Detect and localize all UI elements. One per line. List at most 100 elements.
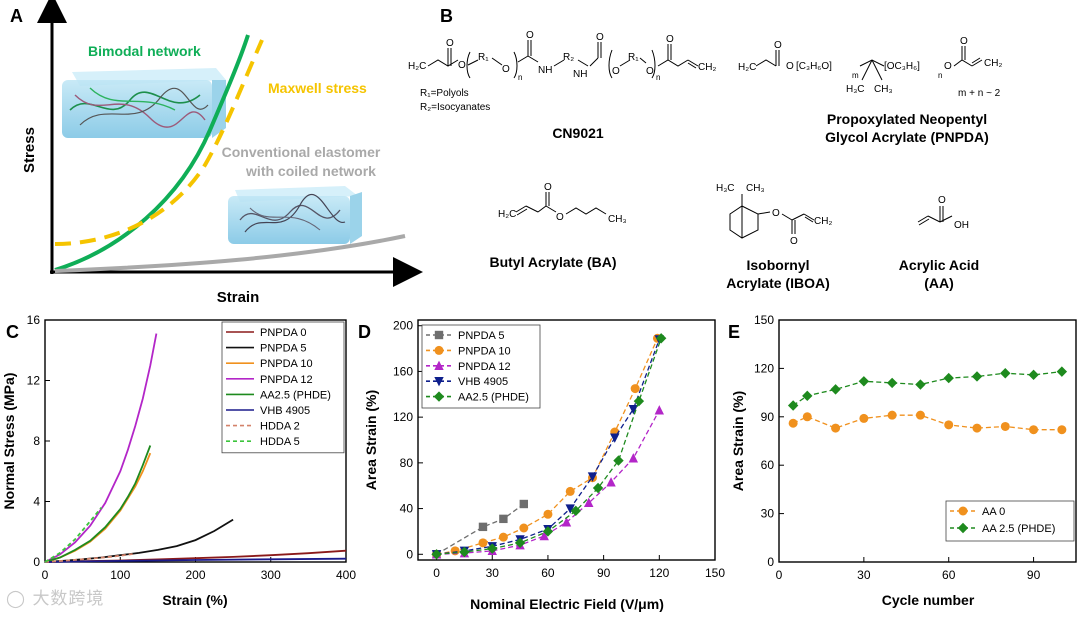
watermark-text: 大数跨境: [32, 589, 105, 609]
svg-text:H₂C: H₂C: [738, 62, 756, 73]
panel-c-letter: C: [6, 322, 19, 342]
chart-e-legend-label: AA 0: [982, 506, 1005, 518]
chart-d-point: [561, 517, 572, 527]
chart-d-xtick-label: 150: [705, 566, 725, 580]
cn9021-structure: H₂C O O R₁ O n O NH R₂ NH O O: [408, 30, 716, 82]
chart-d-point: [499, 514, 508, 524]
chart-c-legend-label: HDDA 5: [260, 436, 300, 448]
chart-d-legend-marker: [434, 360, 444, 370]
svg-text:O: O: [772, 208, 780, 219]
chart-d-ytick-label: 120: [393, 410, 413, 424]
chart-e-ytick-label: 90: [761, 410, 775, 424]
chart-c-marks: 0 100 200 300 400 0 4 8 12 16 PNPDA 0 PNPDA 5 PNPDA …: [27, 313, 357, 582]
chart-d-ytick-label: 0: [406, 547, 413, 561]
svg-text:OH: OH: [954, 220, 969, 231]
chart-c-legend-label: PNPDA 12: [260, 374, 313, 386]
svg-text:O: O: [544, 182, 552, 193]
chart-d-point: [592, 482, 604, 494]
conventional-curve: [54, 234, 406, 273]
svg-text:O: O: [786, 61, 794, 72]
chart-d-point: [587, 472, 598, 482]
pnpda-name-line2: Glycol Acrylate (PNPDA): [825, 129, 989, 145]
chart-d-point: [431, 549, 442, 560]
chart-e-point: [915, 410, 925, 420]
aa-structure: O OH: [917, 195, 969, 231]
svg-text:[C₃H₆O]: [C₃H₆O]: [796, 61, 832, 72]
coiled-network-illustration: [228, 186, 362, 244]
conventional-label-line1: Conventional elastomer: [222, 144, 381, 160]
pnpda-note: m + n ~ 2: [958, 88, 1001, 99]
chart-e-ytick-label: 150: [754, 313, 774, 327]
svg-text:H₂C: H₂C: [498, 209, 516, 220]
svg-text:O: O: [502, 64, 510, 75]
svg-text:R₁: R₁: [628, 52, 639, 63]
panel-d: D 0 30 60 90 120 150 0 40 80 120 160 200 PNPDA 5 PNPD…: [358, 319, 725, 612]
svg-text:O: O: [596, 32, 604, 43]
chart-c-ylabel: Normal Stress (MPa): [1, 373, 17, 510]
chart-c-legend-label: AA2.5 (PHDE): [260, 389, 331, 401]
chart-d-ytick-label: 160: [393, 364, 413, 378]
chart-e-point: [915, 379, 926, 390]
svg-text:n: n: [656, 73, 660, 82]
panel-c: C 0 100 200 300 400 0 4 8 12 16 PNPDA 0 PNPDA 5 PNPD…: [1, 313, 356, 608]
chart-d-point: [565, 504, 575, 514]
svg-text:H₃C: H₃C: [716, 183, 735, 194]
chart-e-point: [972, 423, 982, 433]
chart-d-point: [459, 546, 470, 558]
chart-d-point: [628, 404, 639, 415]
pnpda-name-line1: Propoxylated Neopentyl: [827, 111, 987, 127]
chart-d-point: [519, 499, 529, 509]
chart-e-point: [886, 377, 898, 389]
svg-text:n: n: [938, 71, 942, 80]
panel-e-frame: [778, 319, 1077, 563]
chart-e-point: [859, 413, 869, 423]
chart-e-xlabel: Cycle number: [882, 592, 975, 608]
chart-d-point: [514, 537, 526, 549]
svg-text:O: O: [556, 212, 564, 223]
chart-d-legend-label: PNPDA 5: [458, 330, 504, 342]
chart-d-point: [654, 405, 665, 415]
svg-text:H₃C: H₃C: [846, 84, 865, 95]
chart-d-xlabel: Nominal Electric Field (V/μm): [470, 596, 664, 612]
chart-d-point: [487, 543, 498, 554]
chart-c-legend-label: PNPDA 0: [260, 327, 306, 339]
chart-d-point: [633, 395, 645, 407]
chart-d-point: [584, 497, 594, 508]
bimodal-network-illustration: [62, 68, 226, 138]
chart-c-ytick-label: 8: [33, 434, 40, 448]
chart-d-ylabel: Area Strain (%): [363, 390, 379, 490]
chart-c-xtick-label: 200: [185, 568, 205, 582]
iboa-name-line2: Acrylate (IBOA): [726, 275, 829, 291]
chart-c-series-line: [44, 552, 136, 563]
chart-c-xlabel: Strain (%): [162, 592, 227, 608]
pnpda-structure: H₂C O O [C₃H₆O] m H₃C CH₃ [OC₃H₆] n O O …: [738, 36, 1002, 95]
svg-text:m: m: [852, 71, 859, 80]
svg-text:O: O: [790, 236, 798, 247]
chart-d-point: [519, 523, 529, 533]
iboa-name-line1: Isobornyl: [746, 257, 809, 273]
chart-e-legend: [945, 500, 1075, 542]
chart-e-point: [887, 410, 897, 420]
svg-text:CH₂: CH₂: [984, 58, 1002, 69]
chart-e-point: [1057, 425, 1067, 435]
chart-d-xtick-label: 60: [541, 566, 555, 580]
chart-d-legend-label: PNPDA 12: [458, 361, 511, 373]
chart-e-point: [1029, 425, 1039, 435]
panel-e-letter: E: [728, 322, 740, 342]
chart-d-legend-label: AA2.5 (PHDE): [458, 392, 529, 404]
svg-text:R₂: R₂: [563, 52, 574, 63]
chart-d-legend-label: PNPDA 10: [458, 345, 511, 357]
chart-c-series-line: [44, 333, 158, 563]
svg-text:O: O: [458, 60, 466, 71]
chart-d-xtick-label: 0: [433, 566, 440, 580]
chart-e-point: [971, 371, 983, 382]
chart-c-legend-label: HDDA 2: [260, 421, 300, 433]
chart-d-legend-marker: [434, 330, 444, 340]
chart-c-ytick-label: 16: [27, 313, 41, 327]
chart-d-series-line: [436, 503, 525, 555]
chart-d-point: [478, 522, 488, 532]
chart-c-series-line: [44, 452, 152, 563]
chart-c-xtick-label: 400: [336, 568, 356, 582]
